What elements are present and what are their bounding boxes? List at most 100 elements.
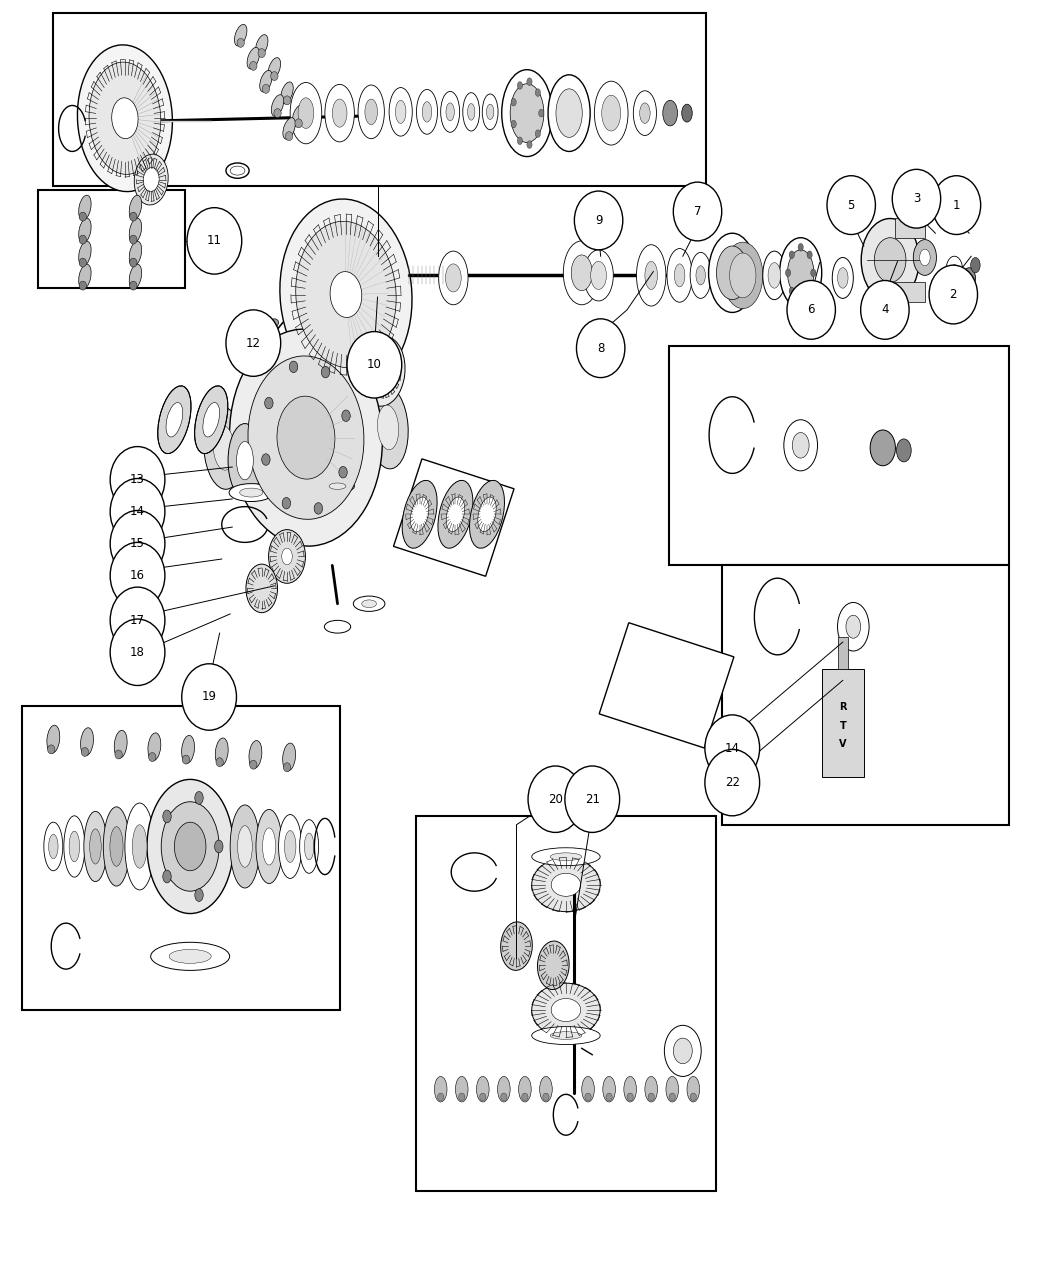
Ellipse shape [962,267,975,288]
Ellipse shape [281,549,292,565]
Ellipse shape [648,1094,655,1101]
Ellipse shape [130,281,137,290]
Ellipse shape [674,1039,692,1064]
Ellipse shape [645,1077,658,1102]
Ellipse shape [268,58,280,79]
Ellipse shape [395,100,406,123]
Ellipse shape [174,822,206,871]
Circle shape [187,207,241,274]
Ellipse shape [70,831,80,862]
Ellipse shape [167,403,182,437]
Ellipse shape [511,98,516,106]
Ellipse shape [811,269,816,276]
Ellipse shape [441,91,460,132]
Ellipse shape [555,88,582,137]
Ellipse shape [690,252,711,298]
Ellipse shape [278,815,301,879]
Circle shape [111,542,164,609]
Ellipse shape [270,318,278,326]
Ellipse shape [510,83,544,142]
Ellipse shape [292,105,305,127]
Ellipse shape [518,82,523,90]
Ellipse shape [353,596,385,611]
Text: 1: 1 [953,198,960,211]
Ellipse shape [487,104,494,119]
Ellipse shape [269,530,306,583]
Ellipse shape [202,403,219,437]
Ellipse shape [540,1077,552,1102]
Ellipse shape [550,1032,582,1040]
Ellipse shape [416,90,437,134]
Text: 11: 11 [207,234,222,247]
Ellipse shape [298,97,314,128]
Ellipse shape [149,752,156,761]
Ellipse shape [550,853,582,861]
Ellipse shape [112,97,138,138]
Ellipse shape [47,744,55,753]
Ellipse shape [518,137,523,145]
Ellipse shape [130,258,137,267]
Ellipse shape [162,810,171,822]
Ellipse shape [951,265,958,276]
Circle shape [111,510,164,577]
Ellipse shape [455,1077,468,1102]
Ellipse shape [480,1094,486,1101]
Ellipse shape [230,804,259,888]
Ellipse shape [89,63,161,174]
Ellipse shape [250,760,257,769]
Ellipse shape [784,420,818,471]
Text: 22: 22 [725,776,740,789]
Ellipse shape [134,155,169,205]
Text: 9: 9 [594,214,602,226]
Ellipse shape [44,822,63,871]
Ellipse shape [469,481,505,549]
Ellipse shape [130,212,137,221]
Ellipse shape [846,615,861,638]
Ellipse shape [502,69,552,156]
Bar [599,623,734,748]
Ellipse shape [590,261,606,289]
Ellipse shape [228,423,261,498]
Circle shape [929,265,977,324]
Ellipse shape [79,235,86,244]
Ellipse shape [84,811,108,881]
Text: 6: 6 [807,303,815,316]
Ellipse shape [271,72,278,81]
Circle shape [111,478,164,545]
Ellipse shape [551,874,581,897]
Ellipse shape [669,1094,676,1101]
Ellipse shape [871,430,896,466]
Ellipse shape [360,336,405,407]
Text: R: R [839,702,846,712]
Ellipse shape [79,265,91,289]
Ellipse shape [548,74,590,151]
Ellipse shape [624,1077,637,1102]
Circle shape [226,310,280,376]
Bar [38,189,184,288]
Ellipse shape [477,498,496,532]
Bar [838,637,848,669]
Circle shape [705,749,760,816]
Ellipse shape [284,96,291,105]
Circle shape [932,175,980,234]
Circle shape [528,766,583,833]
Ellipse shape [438,481,473,549]
Ellipse shape [215,738,229,766]
Bar [669,345,1009,565]
Ellipse shape [663,100,678,125]
Ellipse shape [446,102,454,120]
Circle shape [111,619,164,686]
Ellipse shape [582,1077,594,1102]
Ellipse shape [675,263,685,286]
Ellipse shape [365,98,377,124]
Circle shape [705,715,760,781]
Ellipse shape [282,743,295,771]
Circle shape [565,766,620,833]
Ellipse shape [255,35,268,56]
Circle shape [787,280,836,339]
Ellipse shape [320,480,354,492]
Text: 18: 18 [130,646,145,659]
Ellipse shape [914,239,936,275]
Ellipse shape [483,93,499,129]
Ellipse shape [389,87,412,136]
